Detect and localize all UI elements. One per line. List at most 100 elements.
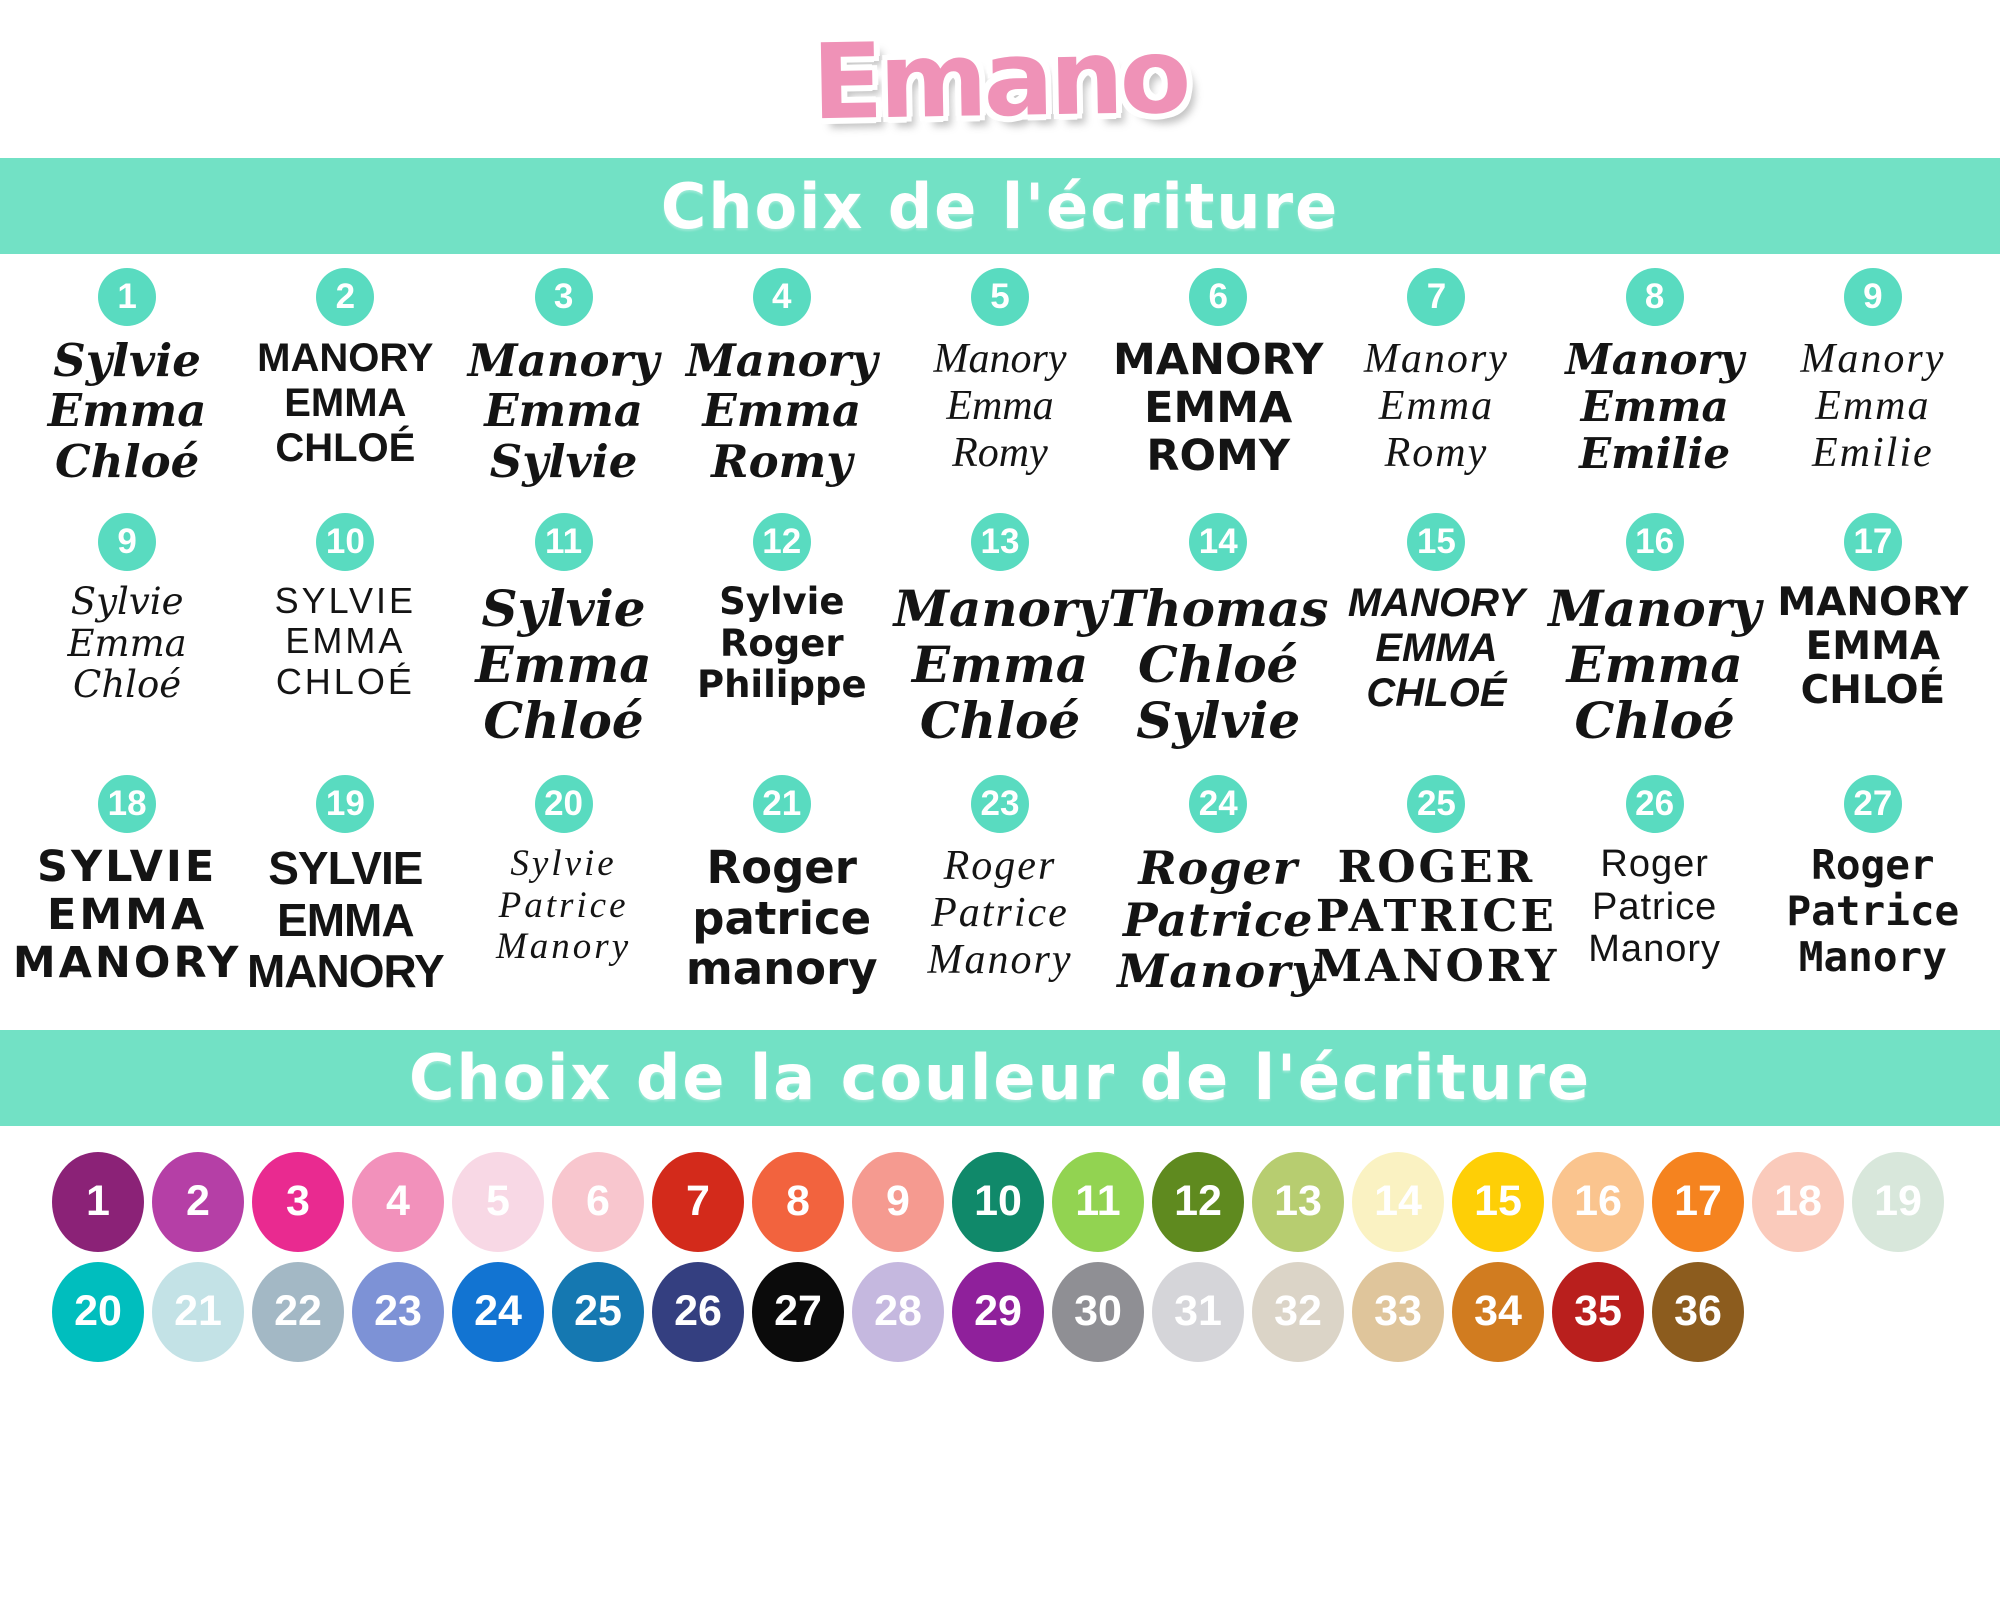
- font-sample-name: Chloé: [1138, 635, 1299, 695]
- font-sample-names: Sylvie Roger Philippe: [697, 581, 867, 706]
- font-sample-name: Emma: [1580, 382, 1729, 432]
- font-sample-name: MANORY: [1347, 581, 1525, 626]
- color-swatch: 28: [852, 1261, 944, 1362]
- color-swatch: 14: [1352, 1151, 1444, 1252]
- font-sample-name: Emilie: [1579, 429, 1731, 479]
- font-sample-name: Emma: [1815, 383, 1931, 430]
- color-options-row: 1 2 3 4 5 6 7 8 9 10 11 12 13 14 15 16 17 18 19: [52, 1151, 2000, 1252]
- font-option: 12 Sylvie Roger Philippe: [673, 513, 891, 705]
- color-swatch: 34: [1452, 1261, 1544, 1362]
- font-sample-name: MANORY: [1777, 580, 1969, 626]
- font-number-badge: 4: [752, 268, 811, 326]
- font-sample-names: Manory Emma Chloé: [1548, 581, 1761, 749]
- font-number-badge: 6: [1189, 268, 1248, 326]
- color-swatch: 25: [552, 1261, 644, 1362]
- font-option: 27 Roger Patrice Manory: [1764, 775, 1982, 981]
- color-swatch: 7: [652, 1151, 744, 1252]
- font-number-badge: 3: [534, 268, 593, 326]
- font-sample-name: manory: [685, 941, 878, 995]
- font-sample-names: MANORY EMMA CHLOÉ: [1777, 581, 1968, 712]
- font-sample-name: MANORY: [257, 336, 434, 380]
- color-swatch: 35: [1552, 1261, 1644, 1362]
- font-sample-name: Romy: [711, 434, 853, 488]
- font-option: 8 Manory Emma Emilie: [1546, 268, 1764, 477]
- logo-text: Emano: [811, 14, 1189, 144]
- font-option: 13 Manory Emma Chloé: [891, 513, 1109, 749]
- font-option: 9 Sylvie Emma Chloé: [18, 513, 236, 705]
- font-option: 6 MANORY EMMA ROMY: [1109, 268, 1327, 480]
- font-number-badge: 18: [98, 775, 157, 834]
- font-sample-name: CHLOÉ: [275, 425, 416, 470]
- font-option: 15 MANORY EMMA CHLOÉ: [1327, 513, 1545, 715]
- font-option: 26 Roger Patrice Manory: [1546, 775, 1764, 971]
- font-sample-name: Manory: [495, 926, 632, 968]
- font-sample-name: Manory: [933, 336, 1067, 382]
- font-number-badge: 27: [1843, 775, 1902, 834]
- font-sample-name: PATRICE: [1315, 891, 1557, 943]
- font-sample-name: Patrice: [931, 890, 1069, 937]
- font-sample-name: Sylvie: [53, 334, 201, 387]
- color-swatch: 22: [252, 1261, 344, 1362]
- color-swatch: 33: [1352, 1261, 1444, 1362]
- font-number-badge: 26: [1625, 775, 1684, 834]
- font-sample-names: Roger Patrice Manory: [1786, 842, 1959, 981]
- font-sample-name: ROMY: [1146, 431, 1290, 482]
- font-sample-name: Sylvie: [70, 580, 184, 624]
- font-sample-names: Manory Emma Chloé: [894, 581, 1107, 749]
- font-sample-name: CHLOÉ: [1366, 670, 1507, 715]
- font-option: 4 Manory Emma Romy: [673, 268, 891, 487]
- font-option: 2 MANORY EMMA CHLOÉ: [236, 268, 454, 470]
- color-swatch: 29: [952, 1261, 1044, 1362]
- color-swatch: 19: [1852, 1151, 1944, 1252]
- color-section-title: Choix de la couleur de l'écriture: [408, 1041, 1592, 1115]
- font-number-badge: 9: [1843, 268, 1902, 326]
- font-number-badge: 16: [1625, 513, 1684, 572]
- font-sample-name: Manory: [1588, 928, 1721, 971]
- font-option: 14 Thomas Chloé Sylvie: [1108, 513, 1329, 749]
- font-sample-names: Manory Emma Romy: [1364, 336, 1509, 477]
- color-swatch: 26: [652, 1261, 744, 1362]
- font-sample-name: patrice: [692, 891, 872, 945]
- font-sample-name: Emma: [475, 635, 652, 695]
- font-sample-name: MANORY: [246, 945, 445, 998]
- font-sample-name: Thomas: [1108, 579, 1329, 639]
- font-sample-names: SYLVIE EMMA MANORY: [13, 843, 242, 988]
- font-sample-name: SYLVIE: [268, 842, 423, 895]
- font-option: 17 MANORY EMMA CHLOÉ: [1764, 513, 1982, 712]
- font-option: 20 Sylvie Patrice Manory: [454, 775, 672, 967]
- font-sample-name: Manory: [1800, 336, 1946, 382]
- font-sample-name: Roger: [719, 621, 844, 665]
- font-options-row: 18 SYLVIE EMMA MANORY 19 SYLVIE EMMA MANORY …: [13, 775, 1982, 998]
- font-sample-name: Chloé: [73, 663, 182, 707]
- font-sample-name: Emma: [946, 383, 1054, 430]
- font-sample-name: Patrice: [1122, 892, 1314, 947]
- font-sample-name: Manory: [1548, 579, 1762, 639]
- color-swatch: 23: [352, 1261, 444, 1362]
- font-options-grid: 1 Sylvie Emma Chloé 2 MANORY EMMA CHLOÉ 3 Ma…: [0, 254, 2000, 1030]
- font-sample-name: Manory: [685, 334, 878, 387]
- font-sample-names: MANORY EMMA CHLOÉ: [1348, 581, 1525, 715]
- font-sample-names: Roger Patrice Manory: [1588, 843, 1721, 971]
- color-swatch: 13: [1252, 1151, 1344, 1252]
- font-option: 19 SYLVIE EMMA MANORY: [236, 775, 454, 998]
- font-sample-name: EMMA: [1805, 623, 1941, 669]
- font-sample-name: Emma: [484, 384, 643, 438]
- font-number-badge: 25: [1407, 775, 1466, 834]
- color-swatch: 31: [1152, 1261, 1244, 1362]
- font-number-badge: 5: [970, 268, 1029, 326]
- font-sample-name: Manory: [1798, 932, 1947, 981]
- font-number-badge: 21: [752, 775, 811, 834]
- font-sample-name: MANORY: [1112, 335, 1324, 385]
- font-sample-name: Sylvie: [489, 434, 638, 488]
- font-option: 24 Roger Patrice Manory: [1109, 775, 1327, 998]
- font-sample-name: Manory: [927, 937, 1073, 984]
- color-swatch: 21: [152, 1261, 244, 1362]
- font-option: 11 Sylvie Emma Chloé: [454, 513, 672, 749]
- font-sample-name: MANORY: [1313, 940, 1560, 992]
- font-sample-name: Manory: [1363, 336, 1509, 382]
- font-sample-name: Emma: [702, 384, 862, 438]
- font-sample-names: Manory Emma Sylvie: [468, 335, 660, 488]
- font-number-badge: 20: [534, 775, 593, 834]
- font-sample-names: MANORY EMMA CHLOÉ: [257, 336, 433, 470]
- font-sample-name: Sylvie: [510, 843, 617, 885]
